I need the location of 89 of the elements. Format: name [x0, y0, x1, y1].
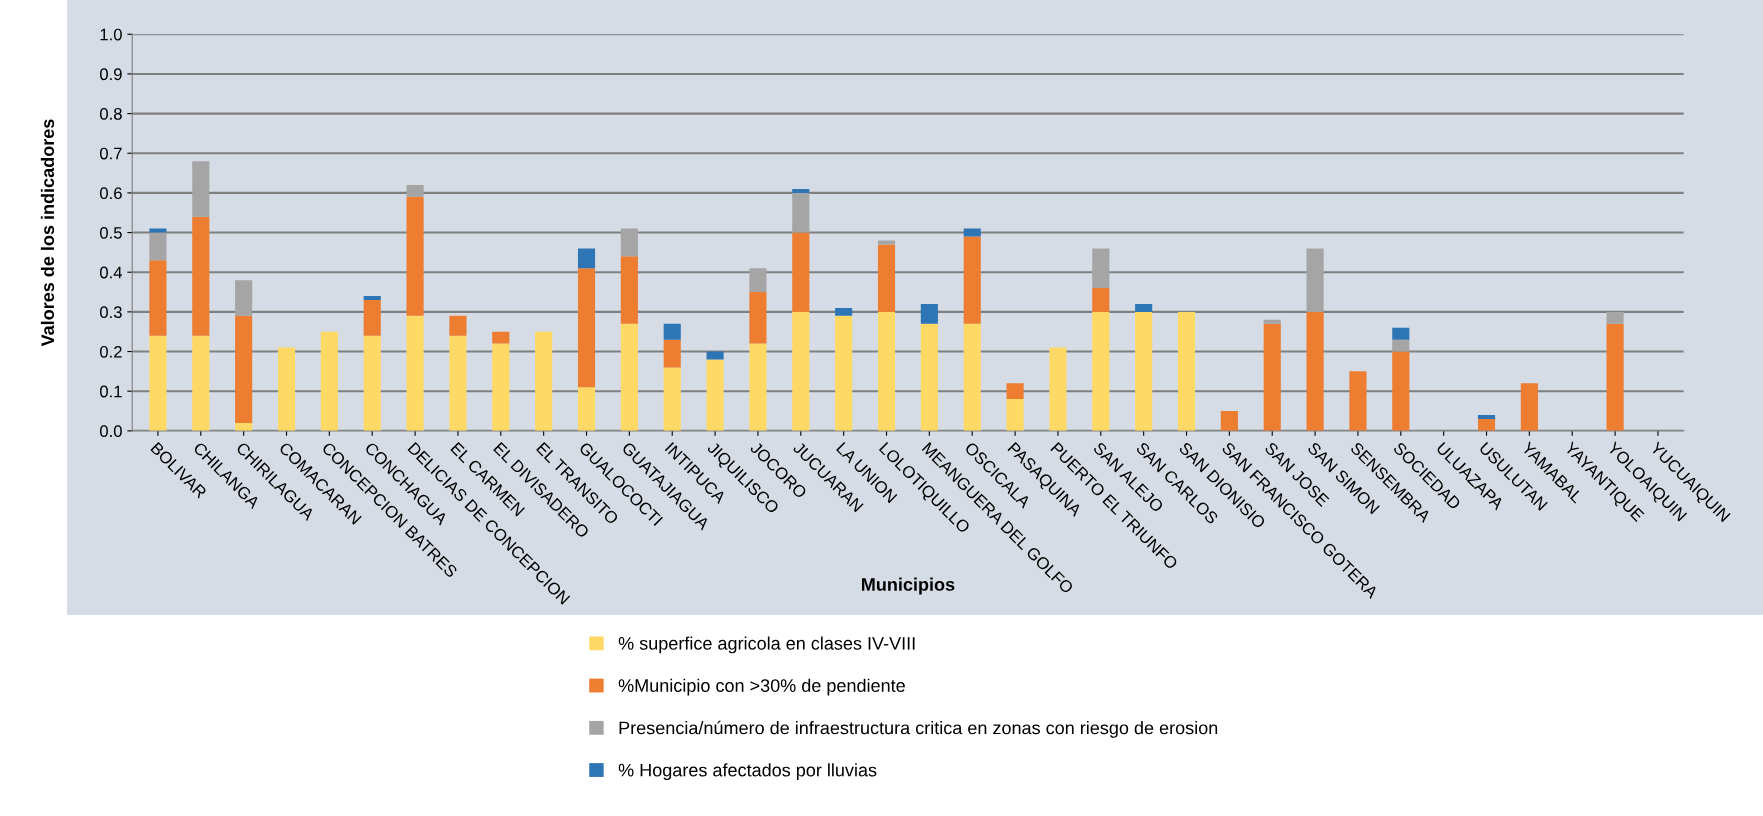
bar [792, 232, 810, 312]
bar [192, 161, 210, 217]
bar [235, 315, 253, 423]
bar [149, 232, 167, 261]
bar [620, 323, 638, 431]
bar [1092, 248, 1110, 289]
y-tick-label: 0.9 [99, 68, 122, 81]
bar [1606, 311, 1624, 324]
bar [1520, 383, 1538, 431]
y-tick-label: 0.4 [99, 266, 123, 279]
bar [320, 331, 338, 431]
bar [1477, 414, 1496, 419]
bar [749, 343, 767, 431]
bar [749, 268, 767, 293]
bar [406, 184, 424, 197]
bar [363, 299, 381, 336]
bar [1392, 351, 1410, 431]
bar [920, 303, 938, 324]
y-tick-label: 0.0 [99, 425, 122, 438]
bar [835, 307, 853, 316]
bar [406, 315, 424, 431]
bar [835, 315, 853, 431]
y-tick-label: 1.0 [100, 28, 122, 41]
bar [792, 192, 810, 233]
bar [192, 216, 210, 336]
bar [792, 188, 810, 193]
x-axis-title: Municipios [862, 577, 955, 595]
bar [149, 228, 167, 233]
bar [1263, 323, 1281, 431]
bar [577, 248, 596, 269]
bar [1349, 371, 1367, 431]
bar [1392, 339, 1410, 352]
bar [149, 260, 167, 336]
bar [149, 335, 167, 431]
bar [449, 335, 467, 431]
bar [792, 311, 810, 431]
bar [877, 240, 896, 245]
bar [1177, 311, 1196, 431]
bar [192, 335, 210, 431]
bar [1306, 311, 1324, 431]
legend-label: %Municipio con >30% de pendiente [618, 678, 905, 696]
bar [1092, 288, 1110, 312]
bar [363, 335, 381, 431]
bar [1006, 383, 1024, 400]
bar [492, 343, 510, 431]
bar [406, 196, 424, 316]
bar [1220, 411, 1238, 431]
y-axis-title: Valores de los indicadores [40, 119, 55, 347]
y-tick-label: 0.2 [99, 345, 122, 358]
bar [1135, 303, 1153, 312]
bar [663, 339, 681, 368]
bar [1606, 323, 1624, 431]
y-tick-label: 0.3 [99, 306, 122, 319]
bar [620, 228, 638, 257]
bar [492, 331, 510, 344]
legend-label: % superfice agricola en clases IV-VIII [618, 636, 915, 654]
y-tick-label: 0.6 [99, 187, 122, 200]
y-tick-label: 0.1 [99, 385, 122, 398]
bar [577, 268, 596, 388]
bar [1135, 311, 1153, 431]
bar [363, 296, 381, 300]
bar [449, 315, 467, 336]
bar [1006, 399, 1024, 431]
bar [1092, 311, 1110, 431]
bar [277, 347, 296, 431]
bar [963, 228, 981, 237]
bar [963, 323, 981, 431]
bar [577, 387, 596, 431]
bar [1392, 327, 1410, 340]
legend-label: Presencia/número de infraestructura critica en zonas con riesgo de erosion [619, 720, 1218, 738]
bar [1477, 418, 1496, 431]
bar [535, 331, 553, 431]
bar [235, 280, 253, 316]
bar [1263, 319, 1281, 324]
bar [1306, 248, 1324, 312]
bar [663, 367, 681, 431]
legend-label: % Hogares afectados por lluvias [618, 763, 877, 781]
bar [663, 323, 681, 340]
bar [877, 311, 896, 431]
bar [749, 292, 767, 344]
bar [706, 359, 724, 431]
y-tick-label: 0.8 [99, 107, 122, 120]
y-tick-label: 0.5 [99, 226, 122, 239]
bar [620, 256, 638, 324]
bar [963, 236, 981, 324]
bar [1049, 347, 1067, 431]
bar [920, 323, 938, 431]
y-tick-label: 0.7 [99, 147, 122, 160]
bar [877, 244, 896, 312]
